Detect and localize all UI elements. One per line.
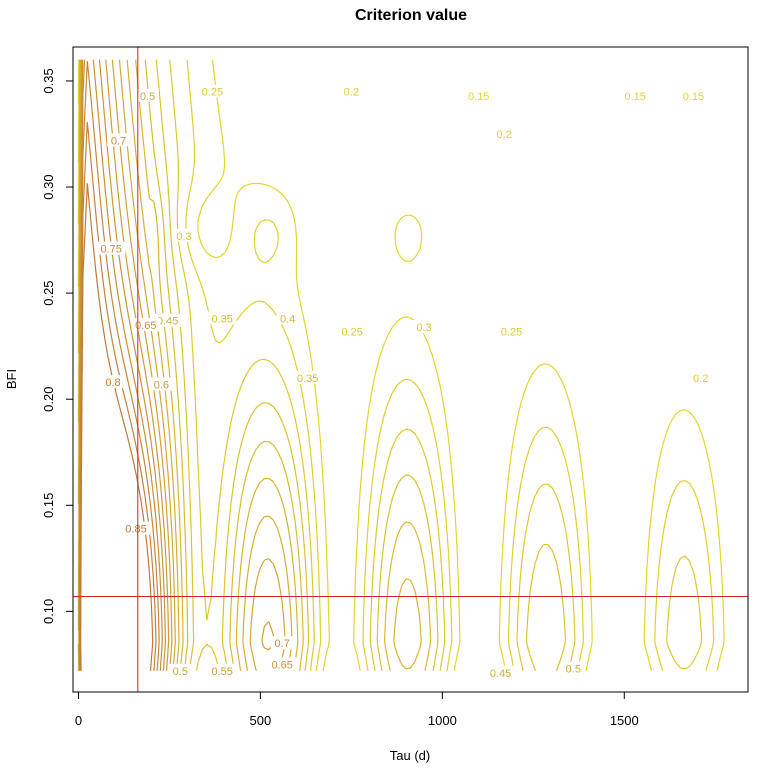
contour-label: 0.3 — [176, 231, 191, 243]
contour-label-bg — [121, 521, 151, 535]
y-tick-label: 0.15 — [41, 493, 56, 518]
contour-label: 0.25 — [202, 87, 223, 99]
contour-label-bg — [207, 663, 237, 677]
contour-label: 0.35 — [297, 373, 318, 385]
contour-label: 0.25 — [501, 326, 522, 338]
contour-label: 0.15 — [468, 91, 489, 103]
contour-label-bg — [267, 657, 297, 671]
contour-label: 0.5 — [140, 91, 155, 103]
contour-line-0.85 — [80, 183, 154, 671]
contour-label-bg — [492, 127, 516, 140]
reference-lines — [73, 47, 748, 692]
contour-label: 0.45 — [157, 316, 178, 328]
contour-label: 0.2 — [693, 373, 708, 385]
contour-lines — [77, 59, 725, 672]
x-tick-label: 0 — [75, 713, 82, 728]
contour-label-bg — [412, 320, 436, 334]
contour-label: 0.6 — [154, 379, 169, 391]
contour-label: 0.15 — [683, 91, 704, 103]
chart-title: Criterion value — [355, 7, 467, 24]
contour-label-bg — [101, 375, 125, 389]
contour-line-0.3 — [77, 59, 566, 672]
contour-label-bg — [172, 228, 196, 242]
contour-label: 0.65 — [271, 659, 292, 671]
contour-label: 0.3 — [416, 322, 431, 334]
contour-line-0.75 — [79, 61, 160, 671]
contour-label-bg — [486, 665, 515, 679]
x-tick-label: 1000 — [428, 713, 457, 728]
contour-label: 0.55 — [211, 666, 232, 678]
contour-label-bg — [169, 663, 192, 677]
contour-line-0.2 — [185, 59, 715, 671]
contour-label-bg — [293, 371, 323, 384]
contour-label: 0.75 — [100, 244, 121, 256]
y-tick-label: 0.30 — [41, 174, 56, 199]
contour-label: 0.15 — [624, 91, 645, 103]
contour-label: 0.2 — [344, 87, 359, 99]
contour-label-bg — [150, 377, 173, 391]
y-tick-label: 0.10 — [41, 599, 56, 624]
x-axis: 0 500 1000 1500 — [75, 691, 639, 728]
contour-label: 0.2 — [497, 129, 512, 141]
contour-line-0.8 — [79, 121, 157, 671]
contour-label-bg — [153, 313, 182, 327]
contour-line-0.15 — [197, 59, 725, 671]
contour-line-0.6 — [77, 59, 170, 671]
contour-label-bg — [270, 636, 294, 650]
contour-label-bg — [136, 88, 159, 102]
contour-line-0.45 — [77, 59, 293, 671]
y-tick-label: 0.35 — [41, 68, 56, 93]
contour-label: 0.7 — [275, 638, 290, 650]
contour-label-bg — [620, 88, 650, 102]
contour-label-bg — [107, 133, 130, 147]
y-axis: 0.10 0.15 0.20 0.25 0.30 0.35 — [41, 68, 74, 624]
contour-label: 0.5 — [173, 666, 188, 678]
contour-label-bg — [464, 88, 494, 102]
x-axis-label: Tau (d) — [390, 748, 430, 763]
contour-label: 0.45 — [490, 668, 511, 680]
contour-label: 0.8 — [105, 377, 120, 389]
contour-label-bg — [96, 241, 126, 255]
contour-label-bg — [340, 84, 363, 98]
contour-label: 0.5 — [566, 664, 581, 676]
contour-label: 0.65 — [135, 320, 156, 332]
contour-label-bg — [131, 317, 161, 331]
contour-label-bg — [276, 311, 299, 325]
contour-label-bg — [562, 661, 585, 675]
y-tick-label: 0.20 — [41, 387, 56, 412]
y-tick-label: 0.25 — [41, 280, 56, 305]
contour-label-bg — [337, 324, 367, 338]
contour-line-0.4 — [77, 59, 422, 671]
contour-labels: 0.15 0.15 0.15 0.2 0.2 0.2 0.25 0.25 0.25 0.3 0.3 0… — [96, 84, 712, 680]
contour-label: 0.85 — [125, 524, 146, 536]
contour-label: 0.7 — [111, 135, 126, 147]
y-axis-label: BFI — [4, 369, 19, 389]
contour-label: 0.25 — [341, 326, 362, 338]
contour-label: 0.35 — [211, 314, 232, 326]
contour-label-bg — [689, 371, 712, 384]
contour-line-0.25 — [77, 59, 703, 671]
contour-label: 0.4 — [280, 314, 295, 326]
contour-label-bg — [679, 88, 708, 102]
contour-label-bg — [198, 84, 227, 98]
contour-label-bg — [207, 311, 237, 325]
contour-label-bg — [497, 324, 526, 338]
contour-line-0.65 — [78, 59, 166, 671]
x-tick-label: 1500 — [610, 713, 639, 728]
x-tick-label: 500 — [250, 713, 272, 728]
